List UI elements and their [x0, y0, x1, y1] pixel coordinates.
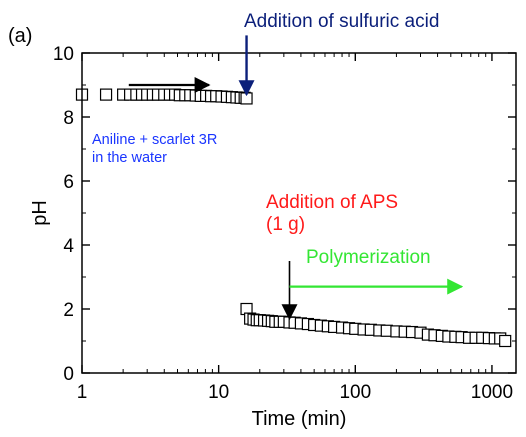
arrows-layer	[128, 35, 464, 321]
x-tick-label: 1	[77, 382, 88, 403]
data-layer	[75, 88, 512, 348]
annotation-sulfuric-acid: Addition of sulfuric acid	[244, 11, 439, 32]
y-tick-label: 10	[53, 44, 74, 65]
y-tick-label: 0	[63, 364, 74, 385]
y-tick-label: 4	[63, 236, 74, 257]
data-point-s0-1	[99, 88, 113, 101]
data-point-s1-42	[499, 334, 512, 348]
annotation-aps-line2: (1 g)	[266, 214, 305, 235]
annotation-polymerization: Polymerization	[306, 247, 431, 268]
y-axis-label: pH	[29, 200, 51, 226]
panel-label: (a)	[8, 25, 32, 47]
annotation-aps-line1: Addition of APS	[266, 192, 398, 213]
annotation-aniline-line2: in the water	[92, 150, 167, 166]
ticks-layer: 1 10 100 1000 0 2 4 6 8 10	[53, 44, 516, 403]
x-tick-label: 10	[208, 382, 229, 403]
y-tick-label: 6	[63, 172, 74, 193]
x-tick-label: 100	[339, 382, 371, 403]
x-axis-label: Time (min)	[252, 408, 347, 430]
y-tick-label: 2	[63, 300, 74, 321]
y-tick-label: 8	[63, 108, 74, 129]
annotation-aniline-line1: Aniline + scarlet 3R	[92, 132, 217, 148]
x-tick-label: 1000	[471, 382, 513, 403]
